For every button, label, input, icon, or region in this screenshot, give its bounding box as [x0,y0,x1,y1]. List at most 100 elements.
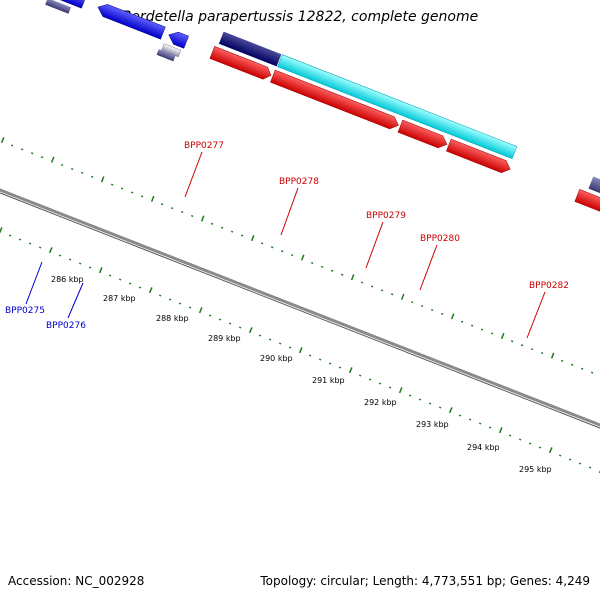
gene-red-4[interactable] [446,138,512,175]
tick-mark [90,175,94,178]
tick-mark [370,285,374,288]
tick-mark [290,254,294,257]
tick-mark [558,454,562,457]
gene-bpp0279[interactable] [270,69,400,131]
tick-mark [480,328,484,331]
tick-mark [350,274,355,281]
genome-backbone [0,188,600,427]
tick-mark [588,466,592,469]
gene-bpp0277[interactable] [218,31,282,67]
tick-mark [168,298,172,301]
tick-mark [240,234,244,237]
gene-label-bpp0280[interactable]: BPP0280 [420,234,460,244]
reverse-leader-lines [25,261,84,319]
tick-mark [208,314,212,317]
tick-mark [550,352,555,359]
tick-mark [170,207,174,210]
gene-label-bpp0276[interactable]: BPP0276 [46,321,86,331]
tick-mark [28,242,32,245]
tick-mark [248,327,253,334]
tick-mark [220,226,224,229]
tick-mark [160,203,164,206]
genome-summary-text: Topology: circular; Length: 4,773,551 bp… [260,574,590,588]
tick-mark [180,211,184,214]
tick-mark [230,230,234,233]
tick-mark [410,301,414,304]
tick-mark [18,238,22,241]
gene-red-5[interactable] [574,189,600,218]
tick-mark [0,137,5,144]
tick-mark [260,242,264,245]
tick-mark [128,282,132,285]
tick-mark [340,273,344,276]
map-title: Bordetella parapertussis 12822, complete… [121,9,479,25]
tick-mark [80,171,84,174]
tick-mark [228,322,232,325]
tick-mark [200,215,205,222]
tick-mark [308,354,312,357]
gene-label-bpp0279[interactable]: BPP0279 [366,211,406,221]
tick-mark [368,378,372,381]
tick-mark [390,293,394,296]
tick-mark [440,312,444,315]
scale-label: 287 kbp [103,294,136,303]
gene-small-3[interactable] [156,49,176,62]
tick-mark [58,254,62,257]
tick-mark [20,148,24,151]
tick-mark [388,386,392,389]
scale-labels: 286 kbp 287 kbp 288 kbp 289 kbp 290 kbp … [51,275,552,474]
tick-mark [0,227,3,234]
genome-backbone-shadow [0,192,600,429]
tick-mark [318,358,322,361]
scale-label: 295 kbp [519,465,552,474]
tick-mark [40,156,44,159]
outer-tick-track [0,137,594,374]
gene-small-1[interactable] [45,0,72,14]
tick-mark [188,306,192,309]
accession-text: Accession: NC_002928 [8,574,145,588]
tick-mark [270,246,274,249]
tick-mark [398,387,403,394]
tick-mark [458,414,462,417]
tick-mark [568,458,572,461]
tick-mark [320,265,324,268]
tick-mark [548,447,553,454]
tick-mark [178,302,182,305]
tick-mark [100,176,105,183]
tick-mark [530,348,534,351]
tick-mark [300,254,305,261]
gene-bpp0280[interactable] [397,119,449,150]
tick-mark [130,191,134,194]
tick-mark [430,308,434,311]
tick-mark [78,262,82,265]
tick-mark [590,371,594,374]
tick-mark [238,326,242,329]
tick-mark [520,344,524,347]
tick-mark [570,363,574,366]
tick-mark [380,289,384,292]
tick-mark [428,402,432,405]
gene-bpp0276[interactable] [166,29,189,49]
gene-label-bpp0275[interactable]: BPP0275 [5,306,45,316]
gene-label-bpp0282[interactable]: BPP0282 [529,281,569,291]
tick-mark [378,382,382,385]
tick-mark [408,394,412,397]
tick-mark [148,287,153,294]
tick-mark [60,164,64,167]
tick-mark [50,156,55,163]
tick-mark [120,187,124,190]
tick-mark [88,266,92,269]
tick-mark [110,183,114,186]
gene-bpp0278[interactable] [277,54,518,160]
tick-mark [210,222,214,225]
tick-mark [420,305,424,308]
gene-label-bpp0278[interactable]: BPP0278 [279,177,319,187]
gene-bpp0275[interactable] [95,1,166,40]
scale-label: 286 kbp [51,275,84,284]
tick-mark [288,346,292,349]
gene-red-1[interactable] [209,46,273,81]
tick-mark [358,374,362,377]
tick-mark [258,334,262,337]
gene-bpp0274[interactable] [43,0,87,9]
gene-label-bpp0277[interactable]: BPP0277 [184,141,224,151]
